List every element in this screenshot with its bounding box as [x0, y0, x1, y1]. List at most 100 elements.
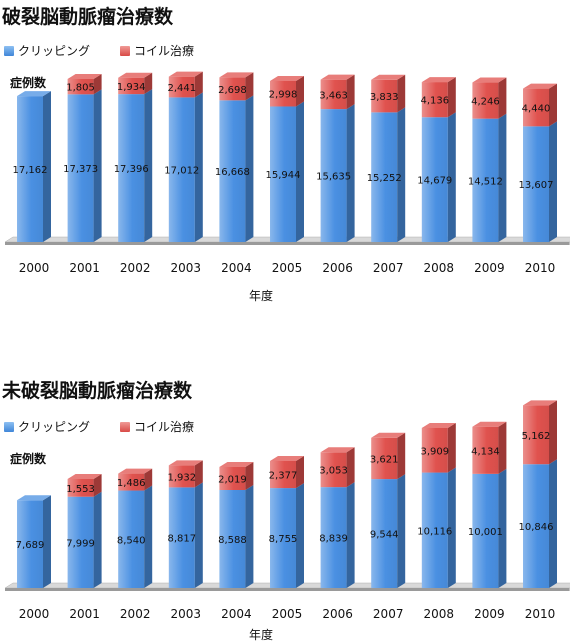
data-label: 2,441	[167, 83, 196, 94]
bar-segment-side	[296, 483, 304, 588]
bar-segment	[168, 465, 195, 488]
legend-label: コイル治療	[134, 44, 195, 58]
data-label: 15,944	[266, 170, 301, 181]
data-label: 10,001	[468, 527, 503, 538]
data-label: 8,817	[167, 534, 196, 545]
bar-segment-side	[346, 74, 355, 110]
data-label: 2,998	[269, 90, 298, 101]
bar-segment	[17, 500, 43, 588]
bar-segment-side	[397, 432, 406, 480]
data-label: 17,373	[63, 164, 98, 175]
legend-swatch-red	[120, 45, 131, 56]
chart-floor-edge	[5, 588, 570, 591]
data-label: 14,679	[417, 176, 452, 187]
x-tick-label: 2008	[424, 261, 455, 275]
data-label: 16,668	[215, 167, 250, 178]
legend-swatch-blue	[4, 421, 14, 432]
chart-1-title: 破裂脳動脈瘤治療数	[2, 6, 174, 28]
data-label: 3,909	[420, 446, 449, 457]
bar-segment	[320, 487, 347, 588]
bar-segment-side	[93, 89, 102, 242]
x-tick-label: 2005	[272, 261, 303, 275]
bar-segment-side	[144, 485, 153, 588]
chart-2-x-axis-label: 年度	[249, 628, 274, 642]
x-tick-label: 2001	[69, 607, 100, 621]
bar-segment	[472, 82, 499, 119]
legend-item-coil: コイル治療	[120, 418, 194, 435]
bar-segment	[472, 426, 499, 474]
bar-segment-side	[144, 72, 153, 95]
bar-segment-side	[194, 71, 203, 98]
bar-segment	[371, 79, 398, 113]
bar-top-face	[523, 400, 557, 406]
data-label: 2,019	[218, 474, 247, 485]
bar-segment	[523, 126, 549, 242]
bar-segment-side	[194, 92, 203, 242]
bar-segment-side	[549, 400, 557, 465]
bar-segment-side	[447, 467, 456, 588]
x-tick-label: 2006	[322, 607, 353, 621]
bar-segment-side	[397, 74, 406, 113]
legend-item-clipping: クリッピング	[4, 42, 90, 59]
bar-segment-side	[447, 112, 456, 242]
data-label: 7,999	[66, 538, 95, 549]
bar-segment	[472, 473, 499, 588]
data-label: 4,246	[471, 97, 500, 108]
bar-segment	[270, 460, 296, 489]
bar-segment-side	[144, 89, 153, 242]
bar-segment	[371, 479, 398, 588]
bar-top-face	[421, 422, 456, 428]
bar-segment-side	[245, 484, 254, 588]
legend-label: クリッピング	[18, 420, 91, 434]
data-label: 8,839	[319, 534, 348, 545]
bar-top-face	[320, 447, 355, 453]
x-tick-label: 2008	[424, 607, 455, 621]
bar-segment-side	[549, 459, 557, 588]
data-label: 3,463	[319, 90, 348, 101]
bar-segment	[17, 96, 43, 242]
x-tick-label: 2007	[373, 607, 404, 621]
chart-1-y-axis-label: 症例数	[10, 76, 47, 90]
bar-top-face	[472, 77, 507, 83]
bar-segment	[371, 112, 398, 242]
x-tick-label: 2010	[525, 261, 556, 275]
bar-segment-side	[245, 95, 254, 243]
bar-segment	[523, 405, 549, 465]
bar-segment	[219, 100, 246, 243]
data-label: 1,805	[66, 83, 95, 94]
bar-segment	[320, 109, 347, 242]
bar-segment	[421, 427, 448, 473]
bar-segment-side	[194, 460, 203, 488]
bar-top-face	[168, 71, 203, 77]
x-tick-label: 2003	[171, 607, 202, 621]
bar-segment	[118, 77, 145, 95]
bar-segment-side	[194, 482, 203, 588]
bar-top-face	[320, 74, 355, 80]
bar-segment	[168, 76, 195, 98]
bar-segment	[219, 77, 246, 101]
bar-segment	[523, 88, 549, 127]
bar-top-face	[270, 455, 304, 461]
bar-segment	[67, 94, 94, 242]
data-label: 2,377	[269, 471, 298, 482]
data-label: 15,635	[316, 172, 351, 183]
bar-segment-side	[447, 77, 456, 118]
bar-segment	[421, 472, 448, 588]
bar-segment-side	[346, 482, 355, 588]
data-label: 8,755	[269, 534, 298, 545]
data-label: 15,252	[367, 173, 402, 184]
bar-segment	[118, 94, 145, 242]
bar-segment-side	[245, 461, 254, 490]
data-label: 10,846	[519, 522, 554, 533]
x-tick-label: 2007	[373, 261, 404, 275]
bar-segment	[472, 118, 499, 242]
bar-segment	[168, 97, 195, 242]
data-label: 4,134	[471, 446, 500, 457]
bar-segment-side	[43, 91, 51, 242]
chart-2-legend: クリッピング コイル治療	[4, 418, 224, 435]
data-label: 10,116	[417, 526, 452, 537]
bar-segment-side	[346, 447, 355, 488]
bar-segment-side	[296, 75, 304, 107]
